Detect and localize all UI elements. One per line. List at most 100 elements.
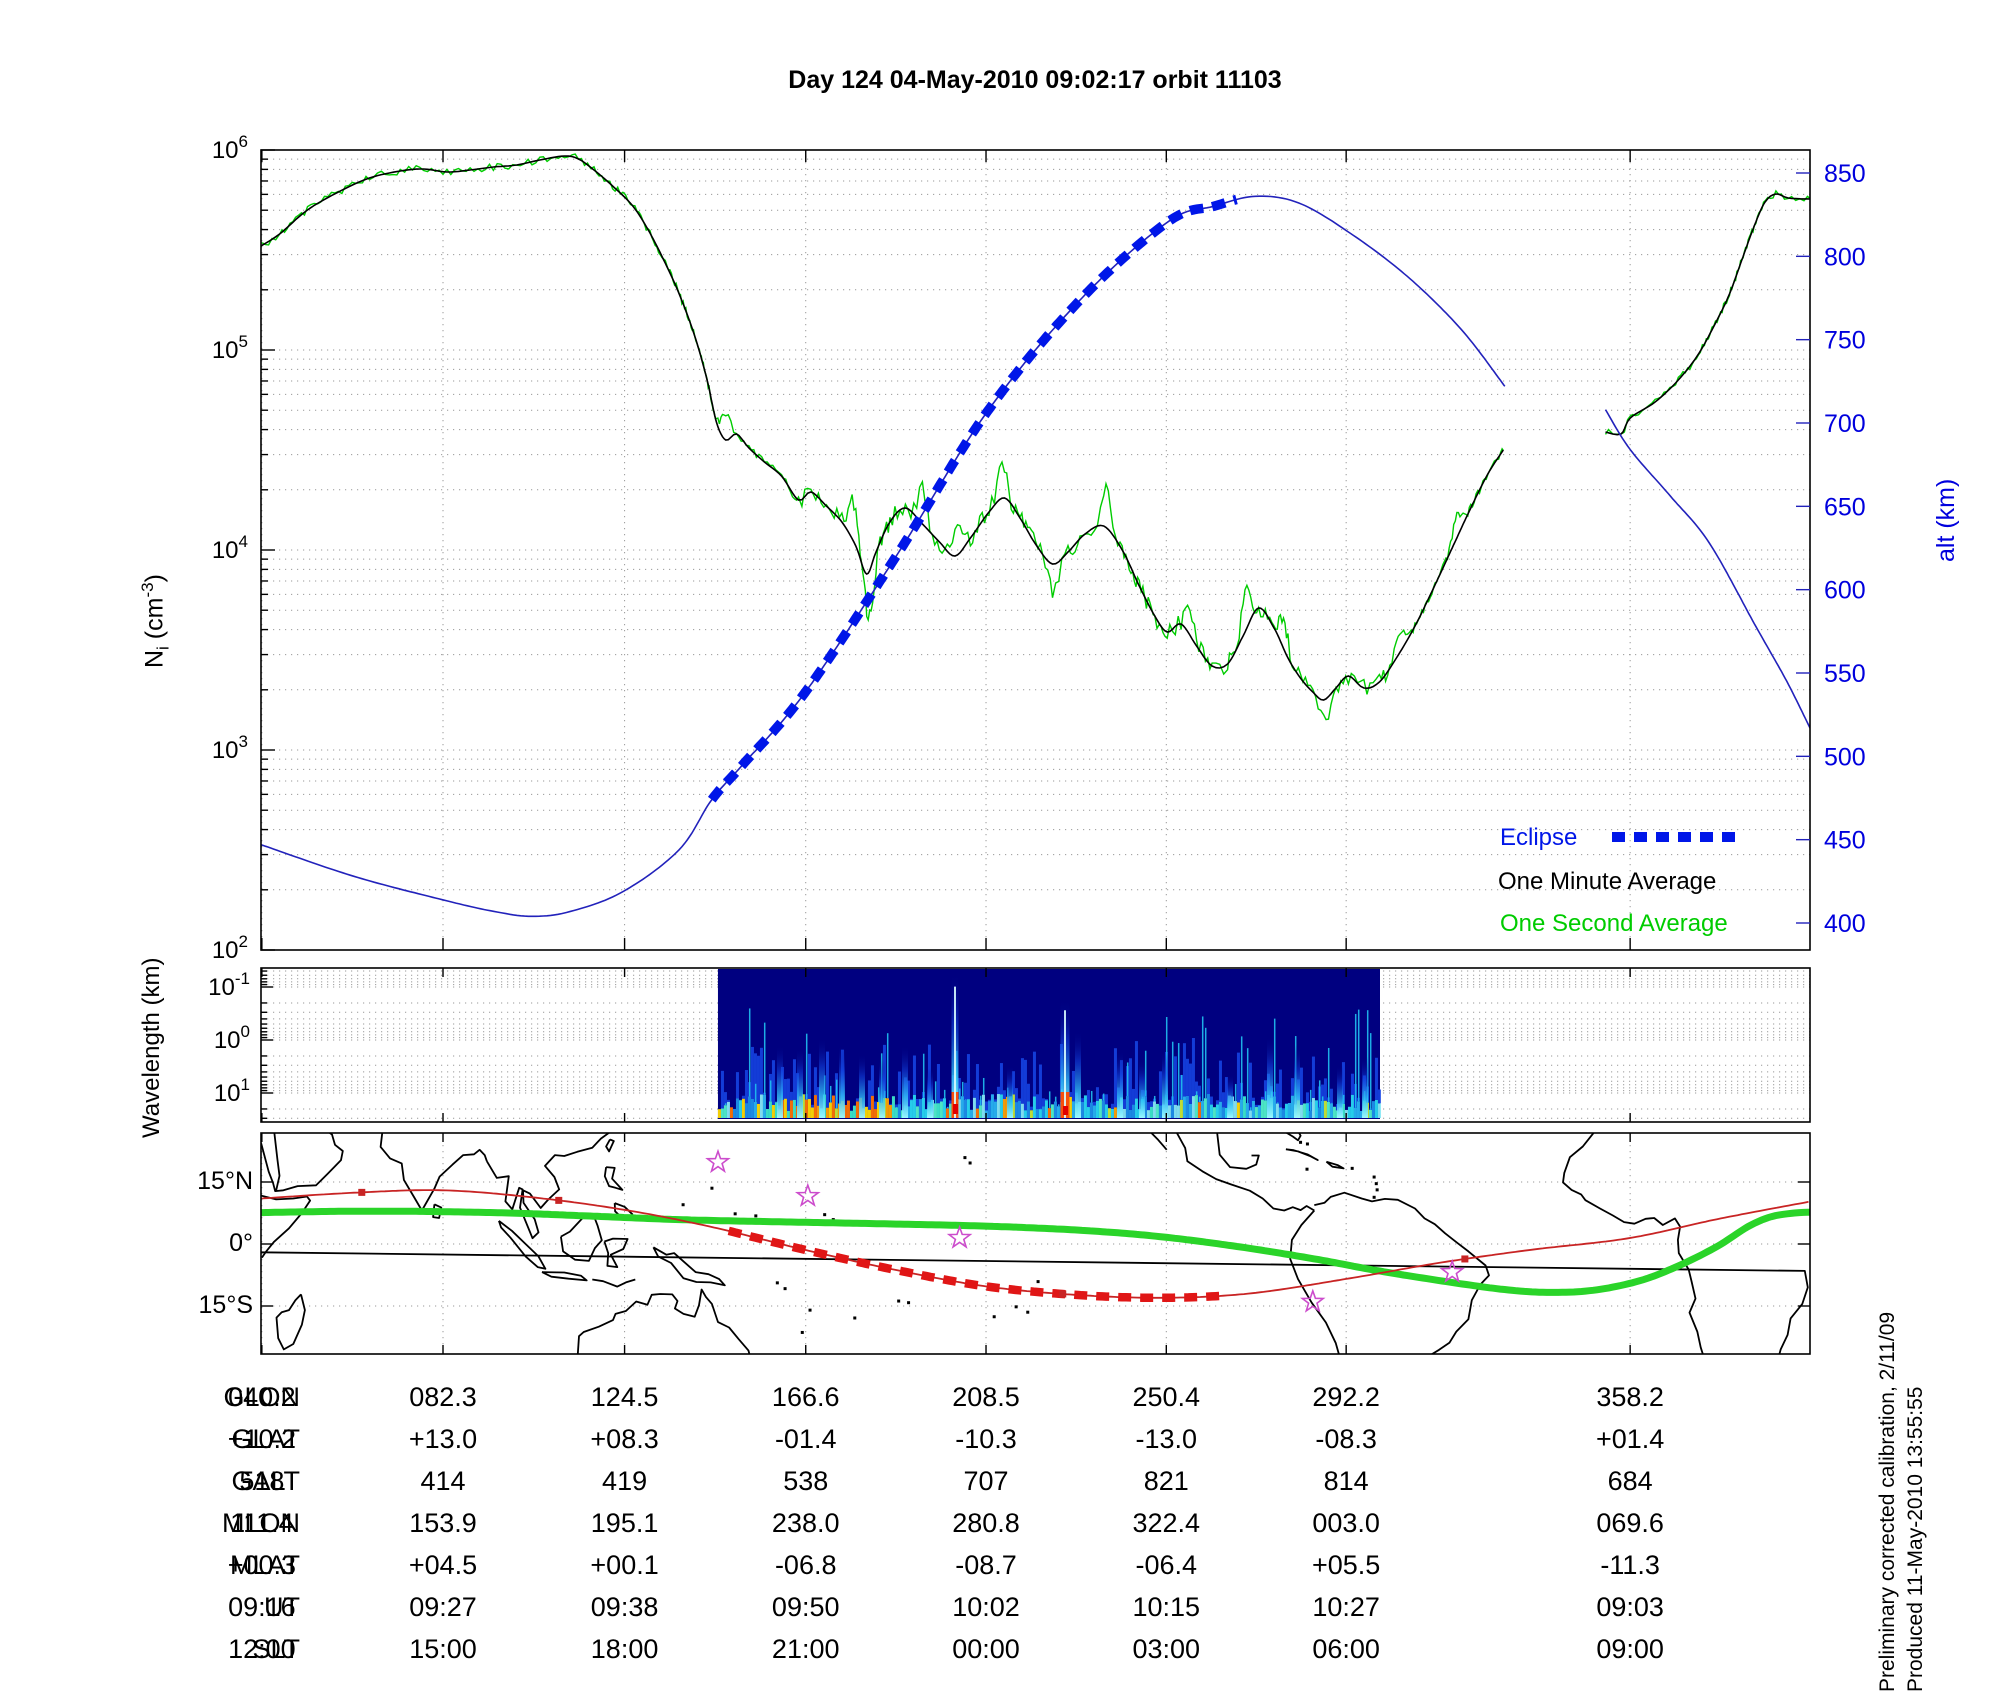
map-lat-label-15s: 15°S: [198, 1291, 253, 1319]
island-dot: [968, 1161, 972, 1165]
star-marker: [705, 1148, 731, 1174]
island-dot: [1026, 1310, 1030, 1314]
table-cell-glon-4: 250.4: [1132, 1382, 1201, 1412]
table-cell-galt-5: 814: [1323, 1466, 1369, 1496]
table-row-label-mlon: MLON: [221, 1508, 300, 1538]
table-cell-ut-3: 10:02: [952, 1592, 1020, 1622]
island-dot: [783, 1287, 787, 1291]
island-dot: [1305, 1167, 1309, 1171]
table-cell-glat-0: +13.0: [408, 1424, 478, 1454]
coastline: [498, 1220, 547, 1270]
density-axis-label: Ni (cm-3): [138, 574, 173, 668]
table-cell-slt-2: 21:00: [771, 1634, 840, 1664]
svg-text:102: 102: [212, 932, 248, 964]
coastline: [605, 1138, 615, 1153]
table-cell-ut-5: 10:27: [1312, 1592, 1380, 1622]
svg-text:650: 650: [1824, 493, 1866, 521]
island-dot: [823, 1213, 827, 1217]
svg-text:550: 550: [1824, 660, 1866, 688]
magnetic-equator-line: [261, 1207, 1810, 1296]
table-cell-glon-7: 040.2: [228, 1382, 296, 1412]
table-cell-slt-3: 00:00: [952, 1634, 1020, 1664]
island-dot: [808, 1308, 812, 1312]
coastline: [261, 1133, 344, 1192]
island-dot: [963, 1156, 967, 1160]
table-cell-glat-5: -08.3: [1315, 1424, 1377, 1454]
coastline: [1314, 1191, 1490, 1354]
legend-one-minute-label: One Minute Average: [1498, 868, 1717, 895]
table-cell-mlon-7: 111.4: [230, 1508, 294, 1538]
island-dot: [853, 1316, 857, 1320]
table-cell-ut-4: 10:15: [1132, 1592, 1201, 1622]
island-dot: [1372, 1195, 1376, 1199]
island-dot: [1305, 1142, 1309, 1146]
track-marker: [555, 1196, 563, 1204]
table-cell-mlon-2: 238.0: [771, 1508, 840, 1538]
island-dot: [897, 1299, 901, 1303]
island-dot: [992, 1315, 996, 1319]
coastline: [1289, 1209, 1340, 1354]
table-cell-ut-2: 09:50: [771, 1592, 840, 1622]
table-cell-slt-5: 06:00: [1312, 1634, 1380, 1664]
coastline: [486, 1133, 611, 1240]
island-dot: [1374, 1182, 1378, 1186]
star-marker: [794, 1182, 821, 1207]
coastline: [1285, 1133, 1302, 1142]
svg-text:100: 100: [214, 1022, 250, 1054]
table-cell-glat-1: +08.3: [590, 1424, 659, 1454]
coastline: [273, 1133, 281, 1191]
table-cell-mlon-0: 153.9: [409, 1508, 477, 1538]
svg-text:106: 106: [212, 132, 248, 164]
table-cell-mlat-2: -06.8: [774, 1550, 837, 1580]
page-title: Day 124 04-May-2010 09:02:17 orbit 11103: [788, 66, 1282, 94]
table-cell-mlat-5: +05.5: [1311, 1550, 1381, 1580]
map-lat-label-15n: 15°N: [197, 1167, 253, 1195]
table-cell-glon-2: 166.6: [771, 1382, 840, 1412]
table-cell-glon-0: 082.3: [409, 1382, 477, 1412]
legend-one-second-label: One Second Average: [1500, 910, 1728, 937]
coastline: [652, 1246, 726, 1287]
table-cell-mlat-0: +04.5: [408, 1550, 478, 1580]
map-panel: [260, 1132, 1811, 1355]
table-cell-slt-7: 12:00: [228, 1634, 296, 1664]
produced-note: Produced 11-May-2010 13:55:55: [1904, 1386, 1927, 1692]
svg-text:101: 101: [214, 1075, 250, 1107]
island-dot: [1036, 1280, 1040, 1284]
coastline: [1325, 1160, 1345, 1170]
star-marker: [946, 1224, 973, 1249]
table-cell-mlat-4: -06.4: [1135, 1550, 1198, 1580]
ground-track-line: [261, 1189, 1809, 1299]
table-cell-glon-6: 358.2: [1596, 1382, 1664, 1412]
island-dot: [775, 1281, 779, 1285]
svg-text:400: 400: [1824, 910, 1866, 938]
track-marker: [1461, 1255, 1469, 1263]
coastline: [261, 1194, 311, 1259]
island-dot: [1372, 1175, 1376, 1179]
track-marker: [358, 1188, 366, 1196]
table-cell-ut-6: 09:03: [1596, 1592, 1664, 1622]
table-cell-slt-0: 15:00: [409, 1634, 477, 1664]
island-dot: [733, 1212, 737, 1216]
svg-text:103: 103: [212, 732, 248, 764]
island-dot: [1014, 1305, 1018, 1309]
track-marker: [1059, 1290, 1067, 1298]
svg-text:750: 750: [1824, 327, 1866, 355]
table-row-label-ut: UT: [264, 1592, 300, 1622]
star-marker: [1299, 1288, 1326, 1313]
svg-text:105: 105: [212, 332, 248, 364]
table-cell-mlon-1: 195.1: [590, 1508, 659, 1538]
svg-text:600: 600: [1824, 577, 1866, 605]
coastline: [1175, 1133, 1315, 1212]
density-panel: 106 105 104 103 102 850 800 750 700 650 600 550 500 4…: [212, 132, 1866, 964]
ground-track-eclipse-dashes: [727, 1226, 1228, 1303]
coastline: [603, 1237, 629, 1268]
altitude-axis-label: alt (km): [1932, 478, 1960, 562]
coastline: [1150, 1133, 1168, 1151]
coastline: [275, 1293, 306, 1351]
table-cell-slt-1: 18:00: [590, 1634, 659, 1664]
coastline: [560, 1213, 603, 1262]
svg-text:450: 450: [1824, 827, 1866, 855]
table-cell-galt-3: 707: [963, 1466, 1009, 1496]
table-cell-galt-1: 419: [602, 1466, 648, 1496]
